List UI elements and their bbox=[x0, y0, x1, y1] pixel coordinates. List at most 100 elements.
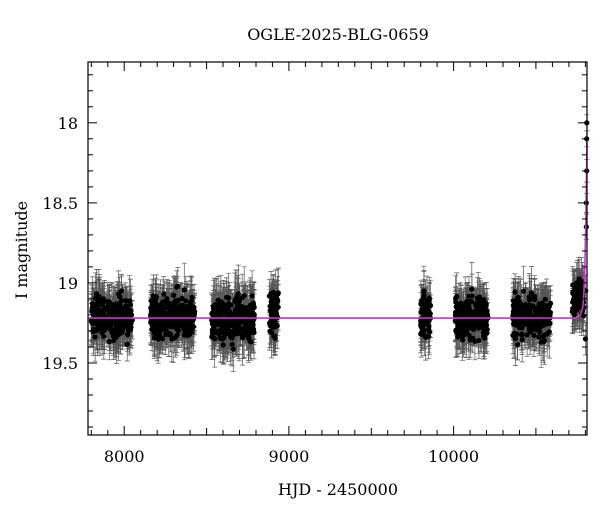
data-point bbox=[104, 299, 110, 305]
data-point bbox=[474, 295, 480, 301]
data-point bbox=[539, 300, 545, 306]
data-point bbox=[272, 293, 278, 299]
chart-title: OGLE-2025-BLG-0659 bbox=[247, 25, 429, 44]
data-point bbox=[421, 327, 427, 333]
data-point bbox=[419, 297, 425, 304]
data-point bbox=[463, 312, 469, 318]
data-point bbox=[453, 299, 459, 305]
x-tick-label: 10000 bbox=[428, 447, 479, 466]
data-point bbox=[483, 303, 489, 309]
data-point bbox=[537, 329, 543, 335]
data-point bbox=[469, 310, 475, 316]
data-point bbox=[272, 335, 278, 341]
data-point bbox=[418, 331, 424, 337]
data-point bbox=[186, 325, 192, 331]
data-point bbox=[531, 295, 538, 301]
data-point bbox=[476, 337, 482, 344]
data-point bbox=[458, 300, 464, 306]
data-point bbox=[216, 301, 223, 307]
data-point bbox=[542, 296, 548, 302]
data-point bbox=[242, 312, 248, 318]
plot-frame bbox=[87, 61, 588, 436]
data-point bbox=[238, 326, 244, 332]
data-point bbox=[572, 302, 578, 308]
data-point bbox=[220, 311, 226, 317]
data-point bbox=[466, 332, 472, 338]
data-point bbox=[530, 303, 536, 309]
data-point bbox=[221, 328, 227, 334]
data-point bbox=[421, 301, 427, 307]
data-point bbox=[188, 306, 194, 312]
data-point bbox=[160, 299, 166, 305]
data-point bbox=[171, 292, 177, 298]
data-point bbox=[528, 290, 535, 296]
data-point bbox=[90, 329, 96, 335]
data-point bbox=[574, 292, 580, 298]
data-point bbox=[466, 293, 472, 299]
data-point bbox=[426, 333, 432, 340]
data-point bbox=[454, 293, 460, 300]
data-point bbox=[532, 307, 538, 313]
data-point bbox=[128, 324, 134, 330]
data-point bbox=[214, 310, 220, 316]
data-point bbox=[183, 298, 189, 304]
data-point bbox=[453, 304, 459, 310]
data-point bbox=[153, 318, 159, 324]
data-point bbox=[512, 336, 519, 342]
data-point bbox=[210, 325, 216, 331]
data-point bbox=[230, 346, 236, 352]
data-point bbox=[476, 319, 482, 325]
data-point bbox=[512, 321, 518, 327]
data-point bbox=[510, 302, 516, 308]
data-point bbox=[172, 306, 178, 312]
data-point bbox=[216, 322, 222, 328]
data-point bbox=[95, 325, 101, 331]
data-point bbox=[241, 293, 247, 299]
data-point bbox=[115, 324, 121, 330]
data-point bbox=[570, 290, 576, 296]
data-point bbox=[101, 333, 107, 339]
data-point bbox=[189, 294, 195, 300]
data-point bbox=[164, 296, 170, 302]
data-point bbox=[104, 324, 110, 330]
data-point bbox=[421, 289, 427, 295]
data-point bbox=[452, 312, 458, 318]
data-point bbox=[153, 313, 159, 319]
data-point bbox=[248, 312, 254, 318]
data-point bbox=[116, 291, 122, 297]
data-point bbox=[270, 308, 276, 314]
data-point bbox=[209, 311, 215, 317]
data-point bbox=[229, 335, 235, 341]
data-point bbox=[124, 341, 130, 347]
y-tick-label: 18.5 bbox=[42, 194, 78, 213]
data-point bbox=[148, 308, 154, 314]
data-points-layer bbox=[88, 120, 590, 352]
tick-labels: 8000 9000 10000 18 18.5 19 19.5 bbox=[42, 114, 479, 466]
data-point bbox=[113, 334, 120, 340]
data-point bbox=[152, 325, 158, 331]
data-point bbox=[234, 306, 240, 313]
data-point bbox=[524, 332, 530, 338]
data-point bbox=[231, 310, 237, 316]
data-point bbox=[418, 321, 424, 327]
data-point bbox=[420, 306, 426, 312]
data-point bbox=[470, 335, 476, 341]
data-point bbox=[166, 312, 172, 318]
data-point bbox=[223, 294, 230, 300]
data-point bbox=[578, 281, 585, 287]
data-point bbox=[161, 291, 167, 297]
data-point bbox=[175, 283, 181, 289]
data-point bbox=[175, 312, 181, 318]
data-point bbox=[225, 305, 231, 311]
data-point bbox=[541, 337, 548, 344]
data-point bbox=[89, 301, 96, 307]
data-point bbox=[160, 309, 166, 315]
data-point bbox=[123, 298, 129, 304]
data-point bbox=[179, 295, 185, 301]
data-point bbox=[268, 329, 275, 336]
data-point bbox=[426, 323, 432, 329]
data-point bbox=[148, 319, 154, 325]
data-point bbox=[226, 330, 232, 336]
data-point bbox=[426, 329, 433, 335]
data-point bbox=[170, 335, 176, 342]
